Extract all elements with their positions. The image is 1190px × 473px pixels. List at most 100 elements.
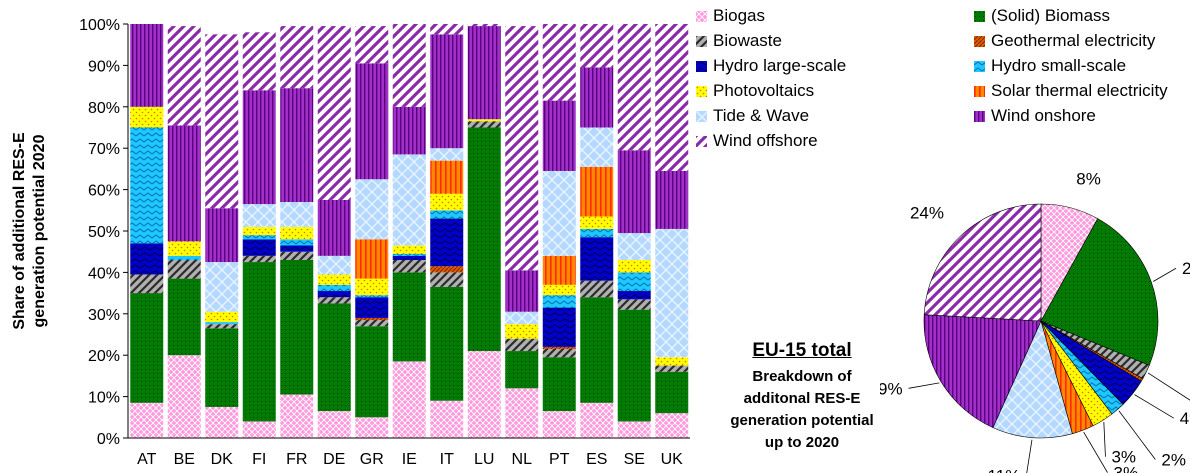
x-tick-label: ES [586,451,607,468]
legend-item-biowaste: Biowaste [696,31,782,51]
bar-segment-de-hydro_small [317,284,351,292]
legend-swatch-tide [696,110,707,122]
x-tick-label: DE [323,451,345,468]
pie-slice-tide [992,320,1073,439]
y-axis: 0% 10% 20% 30% 40% 50% 60% 70% 80% 90% 100% [79,17,129,448]
pie-leader-line [1103,422,1106,457]
bar-segment-es-biowaste [580,280,614,298]
legend-item-wind_off: Wind offshore [696,131,818,151]
legend-label: Biowaste [713,31,782,50]
bar-segment-se-biowaste [617,299,651,310]
bar-segment-es-biomass [580,297,614,403]
bar-segment-se-hydro_small [617,272,651,292]
bar-segment-nl-wind_on [505,270,539,312]
x-tick-label: IE [402,451,417,468]
x-tick-label: PT [549,451,570,468]
bar-segment-se-wind_on [617,150,651,234]
bar-segment-lu-wind_off [467,24,501,27]
pie-leader-line [1153,267,1177,282]
bar-segment-be-wind_on [167,125,201,242]
pie-label-hydro_large: 4% [1180,409,1190,428]
bar-segment-fi-wind_off [242,32,276,91]
bar-segment-it-solar_thermal [430,160,464,194]
bar-segment-it-biomass [430,286,464,401]
bar-segment-de-biowaste [317,297,351,304]
legend-item-wind_on: Wind onshore [974,106,1096,126]
bar-segment-fi-biowaste [242,255,276,263]
pie-label-wind_off: 24% [910,204,944,223]
bar-segment-gr-biowaste [355,320,389,327]
pie-label-solar_thermal: 3% [1114,464,1139,473]
bar-segment-nl-tide [505,311,539,325]
bar-segment-lu-pv [467,119,501,122]
bar-segment-dk-wind_on [205,208,239,263]
bar-segment-pt-biogas [542,411,576,438]
bar-segment-fi-pv [242,226,276,236]
bar-segment-lu-wind_on [467,26,501,120]
bar-segment-gr-tide [355,179,389,240]
bar-segment-de-biomass [317,303,351,412]
bar-segment-uk-biogas [655,413,689,438]
bar-segment-nl-biowaste [505,338,539,352]
bar-segment-de-wind_on [317,199,351,256]
bar-segment-fr-biowaste [280,251,314,260]
pie-leader-line [1147,372,1190,401]
legend-label: Hydro small-scale [991,56,1127,75]
y-tick-label: 90% [88,58,120,75]
pie-caption: EU-15 total Breakdown of additonal RES-E… [696,340,908,454]
bar-segment-gr-geothermal [355,317,389,321]
legend-label: Hydro large-scale [713,56,847,75]
bar-segment-fr-tide [280,202,314,227]
bar-segment-at-wind_on [130,24,164,107]
bar-segment-be-wind_off [167,26,201,126]
legend-label: Photovoltaics [713,81,815,100]
x-tick-label: IT [440,451,454,468]
bar-segment-it-tide [430,148,464,161]
bar-segment-it-biogas [430,400,464,438]
x-tick-label: FI [252,451,266,468]
y-tick-label: 50% [88,224,120,241]
bar-segment-uk-wind_on [655,170,689,229]
bar-segment-dk-tide [205,262,239,312]
bar-segment-pt-solar_thermal [542,255,576,285]
bar-segment-dk-biowaste [205,324,239,329]
pie-slice-wind_on [923,314,1042,429]
bar-segment-it-wind_off [430,24,464,35]
y-axis-label: Share of additional RES-E generation pote… [11,132,48,330]
bar-segment-at-pv [130,106,164,128]
bar-segment-es-pv [580,216,614,229]
bar-segment-fr-hydro_large [280,245,314,252]
bar-segment-fr-pv [280,226,314,240]
bar-segment-uk-biomass [655,371,689,414]
bar-segment-at-hydro_large [130,243,164,275]
legend-swatch-hydro_small [974,60,985,72]
legend-swatch-hydro_large [696,60,707,72]
pie-slices [923,203,1159,439]
bar-segment-pt-wind_on [542,100,576,171]
bar-segment-ie-wind_off [392,24,426,107]
bar-segment-uk-wind_off [655,24,689,171]
x-tick-label: AT [137,451,156,468]
pie-label-hydro_small: 2% [1161,451,1186,470]
x-tick-label: SE [624,451,645,468]
bar-segment-fi-tide [242,204,276,227]
stacked-bar-chart: 0% 10% 20% 30% 40% 50% 60% 70% 80% 90% 100% AT BE DK… [11,17,690,468]
bar-segment-lu-biomass [467,127,501,352]
pie-slice-wind_off [923,203,1042,322]
bar-segment-pt-biowaste [542,348,576,358]
y-tick-label: 10% [88,390,120,407]
bar-segment-it-pv [430,193,464,211]
bar-segment-dk-pv [205,311,239,323]
legend-label: (Solid) Biomass [991,6,1111,25]
legend-label: Wind onshore [991,106,1096,125]
bar-segment-gr-wind_on [355,63,389,180]
bar-segment-se-biomass [617,309,651,422]
legend-swatch-solar_thermal [974,85,985,97]
bar-segment-de-pv [317,274,351,285]
bar-segment-ie-hydro_small [392,253,426,256]
bar-segment-lu-biowaste [467,121,501,128]
bar-segment-pt-hydro_small [542,295,576,308]
bar-segment-es-hydro_large [580,237,614,281]
bar-segment-es-hydro_small [580,228,614,238]
y-tick-label: 100% [79,17,120,34]
